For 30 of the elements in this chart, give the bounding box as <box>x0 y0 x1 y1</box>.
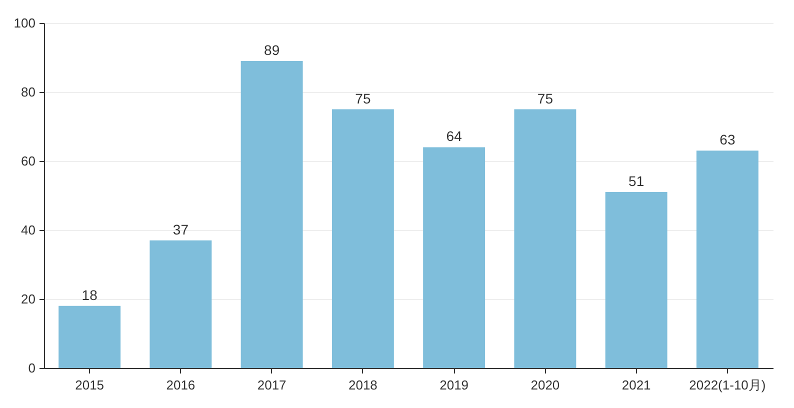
x-tick-label: 2018 <box>348 378 378 392</box>
data-label: 51 <box>628 173 644 190</box>
data-label: 37 <box>172 221 189 238</box>
x-tick-label: 2015 <box>75 378 104 392</box>
bar <box>58 306 121 368</box>
bar <box>605 192 668 368</box>
data-label: 75 <box>355 90 371 106</box>
bar <box>150 240 212 368</box>
data-label: 18 <box>82 286 98 303</box>
data-label: 64 <box>446 128 462 144</box>
y-tick-label: 20 <box>21 292 36 306</box>
x-tick-label: 2016 <box>166 378 196 392</box>
bar <box>696 150 758 368</box>
y-tick-label: 40 <box>21 222 36 238</box>
y-tick-label: 60 <box>21 154 36 168</box>
data-label: 75 <box>537 90 554 106</box>
bar <box>423 147 486 368</box>
bar <box>240 60 303 368</box>
y-tick-label: 100 <box>14 16 36 30</box>
bar <box>514 109 576 368</box>
x-tick-label: 2021 <box>622 378 651 392</box>
y-tick-label: 0 <box>28 360 36 376</box>
data-label: 63 <box>720 132 736 148</box>
x-tick-label: 2019 <box>440 378 469 392</box>
data-label: 89 <box>264 42 280 58</box>
x-tick-label: 2022(1-10月) <box>689 378 766 392</box>
y-tick-label: 80 <box>21 84 36 100</box>
bar <box>332 109 394 368</box>
x-tick-label: 2020 <box>530 378 560 392</box>
x-tick-label: 2017 <box>257 378 286 392</box>
